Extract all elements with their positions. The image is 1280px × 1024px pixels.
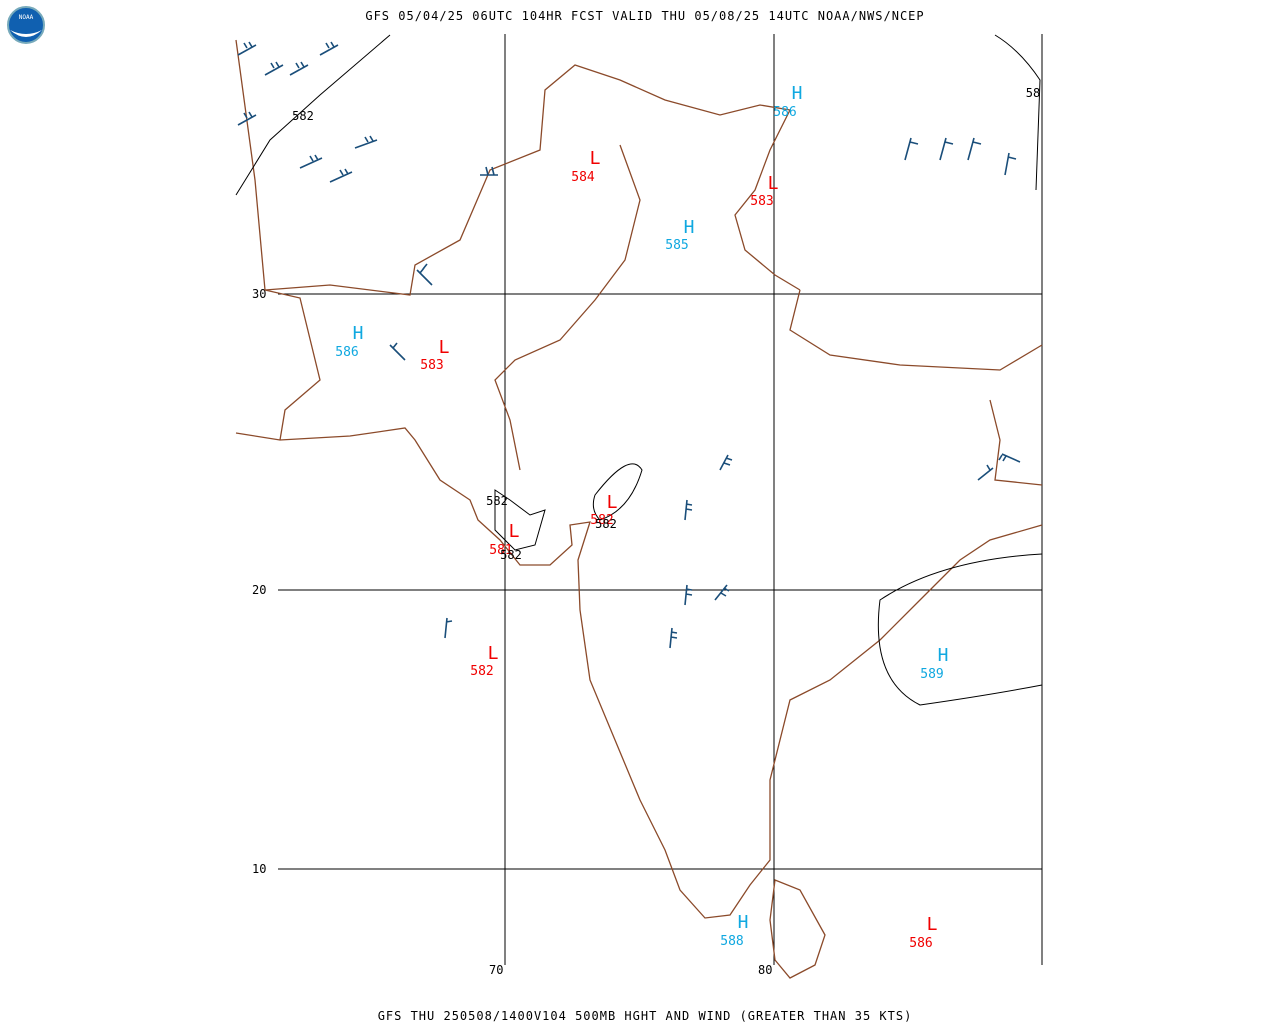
contour-label: 58: [1026, 86, 1040, 100]
wind-barbs: [237, 41, 1021, 649]
center-value: 581: [489, 543, 512, 558]
center-value: 586: [335, 345, 358, 360]
center-letter: H: [938, 645, 949, 666]
center-value: 588: [720, 934, 743, 949]
lat-label: 30: [252, 287, 266, 301]
center-letter: L: [488, 643, 499, 664]
center-letter: L: [927, 914, 938, 935]
contour-labels: 582 582 582 582 58: [292, 86, 1040, 562]
lon-label: 80: [758, 963, 772, 977]
center-value: 585: [665, 238, 688, 253]
header-title: GFS 05/04/25 06UTC 104HR FCST VALID THU …: [365, 9, 924, 23]
center-letter: L: [607, 492, 618, 513]
contours: [235, 34, 1043, 706]
center-letter: H: [738, 912, 749, 933]
center-value: 586: [773, 105, 796, 120]
contour-label: 582: [486, 494, 508, 508]
center-value: 582: [590, 513, 613, 528]
contour-label: 582: [292, 109, 314, 123]
center-value: 582: [470, 664, 493, 679]
center-letter: H: [684, 217, 695, 238]
center-value: 589: [920, 667, 943, 682]
logo: NOAA: [7, 6, 45, 44]
lat-label: 20: [252, 583, 266, 597]
center-letter: L: [590, 148, 601, 169]
lat-label: 10: [252, 862, 266, 876]
center-value: 584: [571, 170, 595, 185]
center-letter: H: [353, 323, 364, 344]
footer-title: GFS THU 250508/1400V104 500MB HGHT AND W…: [378, 1009, 913, 1023]
center-value: 583: [420, 358, 443, 373]
contour-label: 582: [500, 548, 522, 562]
center-letter: L: [439, 337, 450, 358]
graticule: [278, 34, 1043, 965]
pressure-centers: H 586 L 584 L 583 H 585 H 586 L 583 L 58…: [335, 83, 948, 951]
lon-label: 70: [489, 963, 503, 977]
center-value: 583: [750, 194, 773, 209]
logo-text: NOAA: [19, 14, 34, 21]
center-letter: L: [768, 173, 779, 194]
center-value: 586: [909, 936, 932, 951]
coastlines: [235, 39, 1043, 979]
center-letter: H: [792, 83, 803, 104]
contour-label: 582: [595, 517, 617, 531]
center-letter: L: [509, 521, 520, 542]
